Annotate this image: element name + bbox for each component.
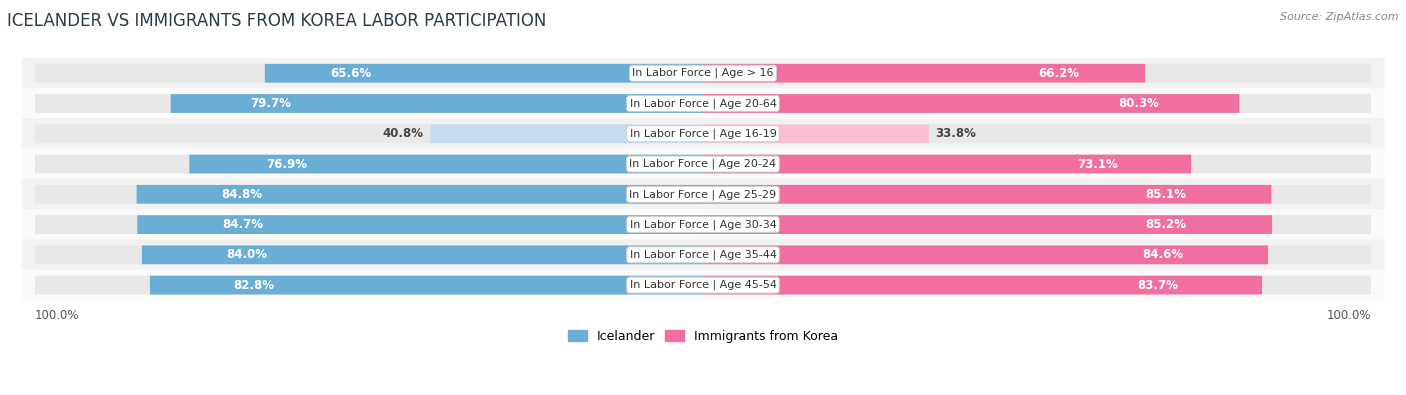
FancyBboxPatch shape <box>703 185 1371 204</box>
FancyBboxPatch shape <box>703 94 1239 113</box>
Text: 79.7%: 79.7% <box>250 97 291 110</box>
FancyBboxPatch shape <box>703 215 1371 234</box>
FancyBboxPatch shape <box>170 94 703 113</box>
Text: 73.1%: 73.1% <box>1077 158 1118 171</box>
Text: 84.0%: 84.0% <box>226 248 267 261</box>
Text: 83.7%: 83.7% <box>1137 278 1178 292</box>
Text: 80.3%: 80.3% <box>1118 97 1159 110</box>
FancyBboxPatch shape <box>703 64 1371 83</box>
Text: In Labor Force | Age 30-34: In Labor Force | Age 30-34 <box>630 219 776 230</box>
Text: 40.8%: 40.8% <box>382 127 423 140</box>
FancyBboxPatch shape <box>703 185 1271 204</box>
FancyBboxPatch shape <box>190 155 703 173</box>
Text: 66.2%: 66.2% <box>1038 67 1078 80</box>
FancyBboxPatch shape <box>21 149 1385 179</box>
FancyBboxPatch shape <box>136 185 703 204</box>
FancyBboxPatch shape <box>430 124 703 143</box>
FancyBboxPatch shape <box>264 64 703 83</box>
FancyBboxPatch shape <box>21 118 1385 149</box>
FancyBboxPatch shape <box>35 94 703 113</box>
FancyBboxPatch shape <box>35 185 703 204</box>
FancyBboxPatch shape <box>35 276 703 295</box>
FancyBboxPatch shape <box>142 245 703 264</box>
Text: ICELANDER VS IMMIGRANTS FROM KOREA LABOR PARTICIPATION: ICELANDER VS IMMIGRANTS FROM KOREA LABOR… <box>7 12 547 30</box>
FancyBboxPatch shape <box>703 155 1191 173</box>
Text: In Labor Force | Age 25-29: In Labor Force | Age 25-29 <box>630 189 776 199</box>
FancyBboxPatch shape <box>35 215 703 234</box>
FancyBboxPatch shape <box>703 124 1371 143</box>
Text: In Labor Force | Age 20-24: In Labor Force | Age 20-24 <box>630 159 776 169</box>
FancyBboxPatch shape <box>150 276 703 295</box>
Text: 100.0%: 100.0% <box>1326 309 1371 322</box>
Text: 100.0%: 100.0% <box>35 309 80 322</box>
Text: 85.1%: 85.1% <box>1144 188 1187 201</box>
Text: 76.9%: 76.9% <box>266 158 308 171</box>
FancyBboxPatch shape <box>703 94 1371 113</box>
FancyBboxPatch shape <box>21 239 1385 270</box>
Text: 65.6%: 65.6% <box>330 67 371 80</box>
FancyBboxPatch shape <box>21 209 1385 240</box>
Text: 33.8%: 33.8% <box>935 127 976 140</box>
FancyBboxPatch shape <box>703 245 1371 264</box>
FancyBboxPatch shape <box>35 155 703 173</box>
FancyBboxPatch shape <box>703 124 929 143</box>
Text: Source: ZipAtlas.com: Source: ZipAtlas.com <box>1281 12 1399 22</box>
FancyBboxPatch shape <box>703 64 1146 83</box>
FancyBboxPatch shape <box>703 276 1371 295</box>
Text: In Labor Force | Age 45-54: In Labor Force | Age 45-54 <box>630 280 776 290</box>
Legend: Icelander, Immigrants from Korea: Icelander, Immigrants from Korea <box>562 325 844 348</box>
FancyBboxPatch shape <box>21 270 1385 301</box>
Text: 84.6%: 84.6% <box>1142 248 1184 261</box>
FancyBboxPatch shape <box>138 215 703 234</box>
FancyBboxPatch shape <box>21 88 1385 119</box>
FancyBboxPatch shape <box>703 155 1371 173</box>
Text: In Labor Force | Age > 16: In Labor Force | Age > 16 <box>633 68 773 79</box>
Text: 84.8%: 84.8% <box>222 188 263 201</box>
Text: In Labor Force | Age 35-44: In Labor Force | Age 35-44 <box>630 250 776 260</box>
FancyBboxPatch shape <box>703 245 1268 264</box>
Text: 84.7%: 84.7% <box>222 218 263 231</box>
FancyBboxPatch shape <box>21 58 1385 89</box>
Text: In Labor Force | Age 20-64: In Labor Force | Age 20-64 <box>630 98 776 109</box>
FancyBboxPatch shape <box>35 124 703 143</box>
Text: In Labor Force | Age 16-19: In Labor Force | Age 16-19 <box>630 128 776 139</box>
FancyBboxPatch shape <box>35 245 703 264</box>
Text: 85.2%: 85.2% <box>1146 218 1187 231</box>
Text: 82.8%: 82.8% <box>233 278 274 292</box>
FancyBboxPatch shape <box>703 276 1263 295</box>
FancyBboxPatch shape <box>21 179 1385 210</box>
FancyBboxPatch shape <box>703 215 1272 234</box>
FancyBboxPatch shape <box>35 64 703 83</box>
